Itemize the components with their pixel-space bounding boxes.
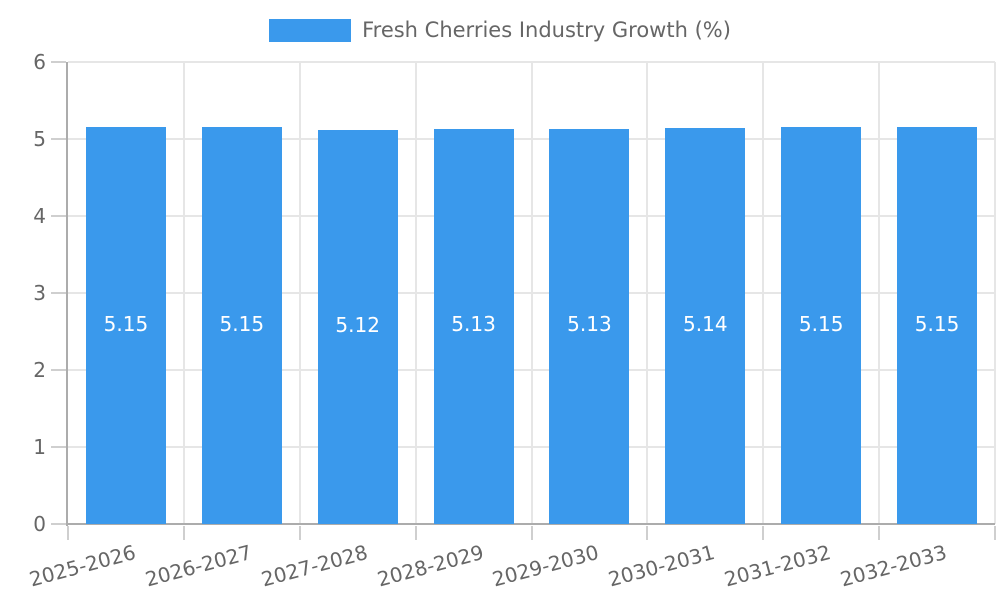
x-gridline <box>994 62 996 524</box>
bar[interactable] <box>665 128 746 524</box>
x-tick-mark <box>67 526 69 540</box>
bar[interactable] <box>201 127 282 524</box>
x-tick-mark <box>298 526 301 540</box>
x-tick-mark <box>994 526 996 540</box>
x-axis-line <box>66 523 995 525</box>
x-tick-mark <box>878 526 881 540</box>
x-axis-tick-label: 2031-2032 <box>721 540 834 592</box>
x-tick-mark <box>182 526 185 540</box>
x-axis-tick-label: 2025-2026 <box>26 540 139 592</box>
x-axis-tick-label: 2026-2027 <box>142 540 255 592</box>
bar-value-label: 5.13 <box>567 312 612 337</box>
x-gridline <box>414 62 417 524</box>
x-tick-mark <box>530 526 533 540</box>
y-axis-tick-label: 1 <box>33 435 46 459</box>
x-axis-tick-label: 2029-2030 <box>490 540 602 592</box>
y-tick-mark <box>51 523 66 525</box>
x-tick-mark <box>646 526 649 540</box>
y-axis-line <box>66 62 68 526</box>
bar-value-label: 5.15 <box>219 311 265 336</box>
bar-value-label: 5.15 <box>914 311 960 336</box>
y-axis-tick-label: 2 <box>33 358 46 382</box>
x-axis-tick-label: 2028-2029 <box>374 540 486 592</box>
bar-value-label: 5.12 <box>335 312 380 337</box>
x-axis-tick-label: 2032-2033 <box>837 540 950 592</box>
bar-value-label: 5.13 <box>451 312 496 337</box>
bar-value-label: 5.15 <box>798 311 844 336</box>
bar[interactable] <box>781 127 862 524</box>
x-gridline <box>298 62 301 524</box>
legend-swatch[interactable] <box>269 18 352 42</box>
y-axis-tick-label: 5 <box>33 127 46 151</box>
x-gridline <box>182 62 185 524</box>
y-tick-mark <box>51 292 66 294</box>
y-tick-mark <box>51 369 66 371</box>
y-axis-tick-label: 6 <box>33 50 46 74</box>
x-gridline <box>530 62 533 524</box>
y-axis-tick-label: 3 <box>33 281 46 305</box>
bar-value-label: 5.15 <box>103 311 149 336</box>
x-tick-mark <box>762 526 765 540</box>
y-tick-mark <box>51 215 66 217</box>
y-tick-mark <box>51 61 66 63</box>
bar[interactable] <box>897 127 978 524</box>
chart-legend[interactable]: Fresh Cherries Industry Growth (%) <box>0 18 1000 42</box>
bar[interactable] <box>85 127 166 524</box>
x-gridline <box>646 62 649 524</box>
bar[interactable] <box>317 129 398 524</box>
x-tick-mark <box>414 526 417 540</box>
y-axis-tick-label: 0 <box>33 512 46 536</box>
bar[interactable] <box>433 128 514 524</box>
y-tick-mark <box>51 138 66 140</box>
x-axis-tick-label: 2030-2031 <box>606 540 718 592</box>
x-gridline <box>878 62 881 524</box>
y-tick-mark <box>51 446 66 448</box>
y-axis-tick-label: 4 <box>33 204 46 228</box>
bar[interactable] <box>549 128 630 524</box>
x-gridline <box>762 62 765 524</box>
x-axis-tick-label: 2027-2028 <box>258 540 370 592</box>
legend-label[interactable]: Fresh Cherries Industry Growth (%) <box>362 18 731 42</box>
bar-value-label: 5.14 <box>683 312 728 337</box>
